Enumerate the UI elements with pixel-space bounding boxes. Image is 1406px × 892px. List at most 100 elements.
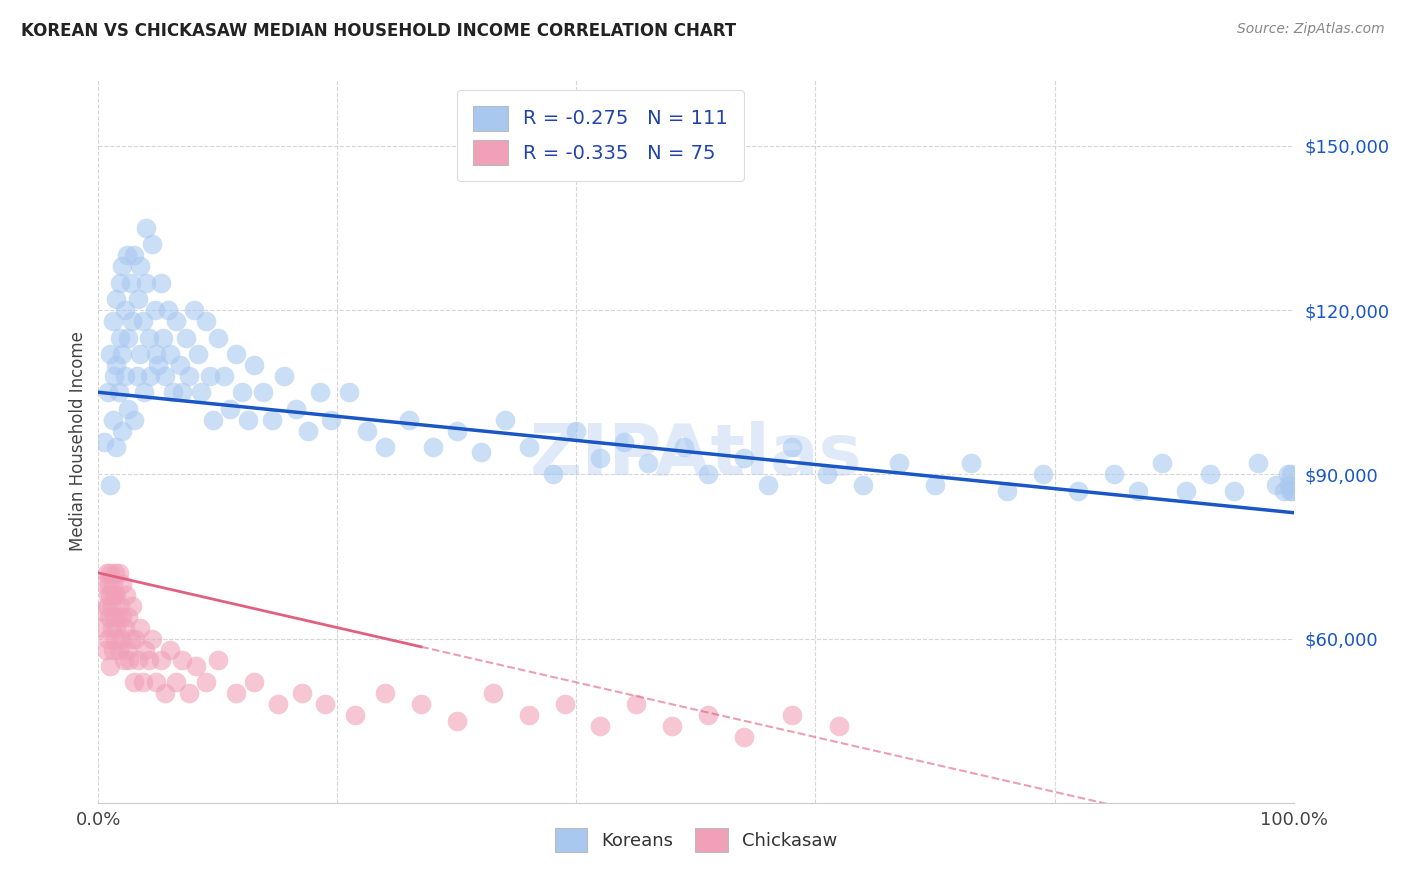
Point (1128, 483, 1150, 498)
Point (1067, 483, 1090, 498)
Point (297, 424, 319, 438)
Point (697, 708, 720, 723)
Point (195, 314, 218, 328)
Point (225, 347, 247, 361)
Point (780, 440, 803, 454)
Point (132, 385, 155, 400)
Point (291, 686, 314, 700)
Point (100, 621, 122, 635)
Point (98, 566, 122, 580)
Point (195, 675, 218, 690)
Point (107, 609, 129, 624)
Point (139, 368, 162, 383)
Point (98, 577, 121, 591)
Point (1277, 467, 1299, 482)
Point (105, 358, 128, 372)
Point (96, 566, 118, 580)
Point (697, 467, 720, 482)
Point (198, 368, 221, 383)
Point (115, 248, 138, 262)
Point (114, 303, 136, 318)
Point (101, 642, 124, 657)
Point (626, 698, 648, 712)
Point (120, 632, 142, 646)
Point (120, 276, 142, 290)
Point (107, 642, 129, 657)
Point (411, 698, 433, 712)
Point (124, 632, 146, 646)
Point (129, 621, 152, 635)
Point (637, 457, 659, 471)
Point (125, 368, 148, 383)
Point (308, 385, 330, 400)
Point (143, 303, 166, 318)
Point (134, 642, 156, 657)
Point (114, 368, 136, 383)
Point (124, 412, 146, 426)
Point (470, 445, 492, 459)
Point (121, 599, 143, 613)
Point (852, 478, 875, 492)
Point (1199, 467, 1222, 482)
Point (1281, 483, 1303, 498)
Point (127, 292, 149, 306)
Point (115, 588, 138, 602)
Point (152, 330, 174, 344)
Point (105, 292, 128, 306)
Point (374, 440, 396, 454)
Point (149, 653, 172, 667)
Point (780, 708, 803, 723)
Point (101, 577, 124, 591)
Point (124, 675, 146, 690)
Point (481, 686, 505, 700)
Point (98, 609, 121, 624)
Point (165, 314, 187, 328)
Point (212, 368, 235, 383)
Point (179, 368, 201, 383)
Point (155, 368, 177, 383)
Point (138, 330, 160, 344)
Point (104, 566, 127, 580)
Point (104, 632, 127, 646)
Point (1175, 483, 1198, 498)
Point (117, 609, 139, 624)
Point (446, 424, 468, 438)
Point (105, 621, 128, 635)
Point (267, 698, 290, 712)
Point (118, 653, 141, 667)
Point (129, 260, 152, 274)
Point (207, 653, 229, 667)
Point (260, 412, 283, 426)
Text: ZIPAtlas: ZIPAtlas (530, 422, 862, 491)
Point (93, 577, 115, 591)
Point (98, 588, 122, 602)
Point (169, 358, 191, 372)
Point (98, 478, 122, 492)
Text: KOREAN VS CHICKASAW MEDIAN HOUSEHOLD INCOME CORRELATION CHART: KOREAN VS CHICKASAW MEDIAN HOUSEHOLD INC… (21, 22, 737, 40)
Point (960, 457, 983, 471)
Point (103, 368, 125, 383)
Point (156, 303, 179, 318)
Point (995, 483, 1018, 498)
Point (111, 577, 134, 591)
Point (374, 686, 396, 700)
Point (1152, 457, 1174, 471)
Point (517, 440, 540, 454)
Point (202, 412, 225, 426)
Point (121, 314, 143, 328)
Point (145, 347, 167, 361)
Point (815, 467, 838, 482)
Point (356, 424, 378, 438)
Point (733, 730, 755, 744)
Point (236, 412, 259, 426)
Point (103, 609, 125, 624)
Point (565, 424, 588, 438)
Point (190, 385, 212, 400)
Point (98, 347, 122, 361)
Point (243, 675, 266, 690)
Text: Source: ZipAtlas.com: Source: ZipAtlas.com (1237, 22, 1385, 37)
Point (124, 248, 146, 262)
Point (98, 659, 122, 673)
Point (159, 347, 181, 361)
Y-axis label: Median Household Income: Median Household Income (69, 332, 87, 551)
